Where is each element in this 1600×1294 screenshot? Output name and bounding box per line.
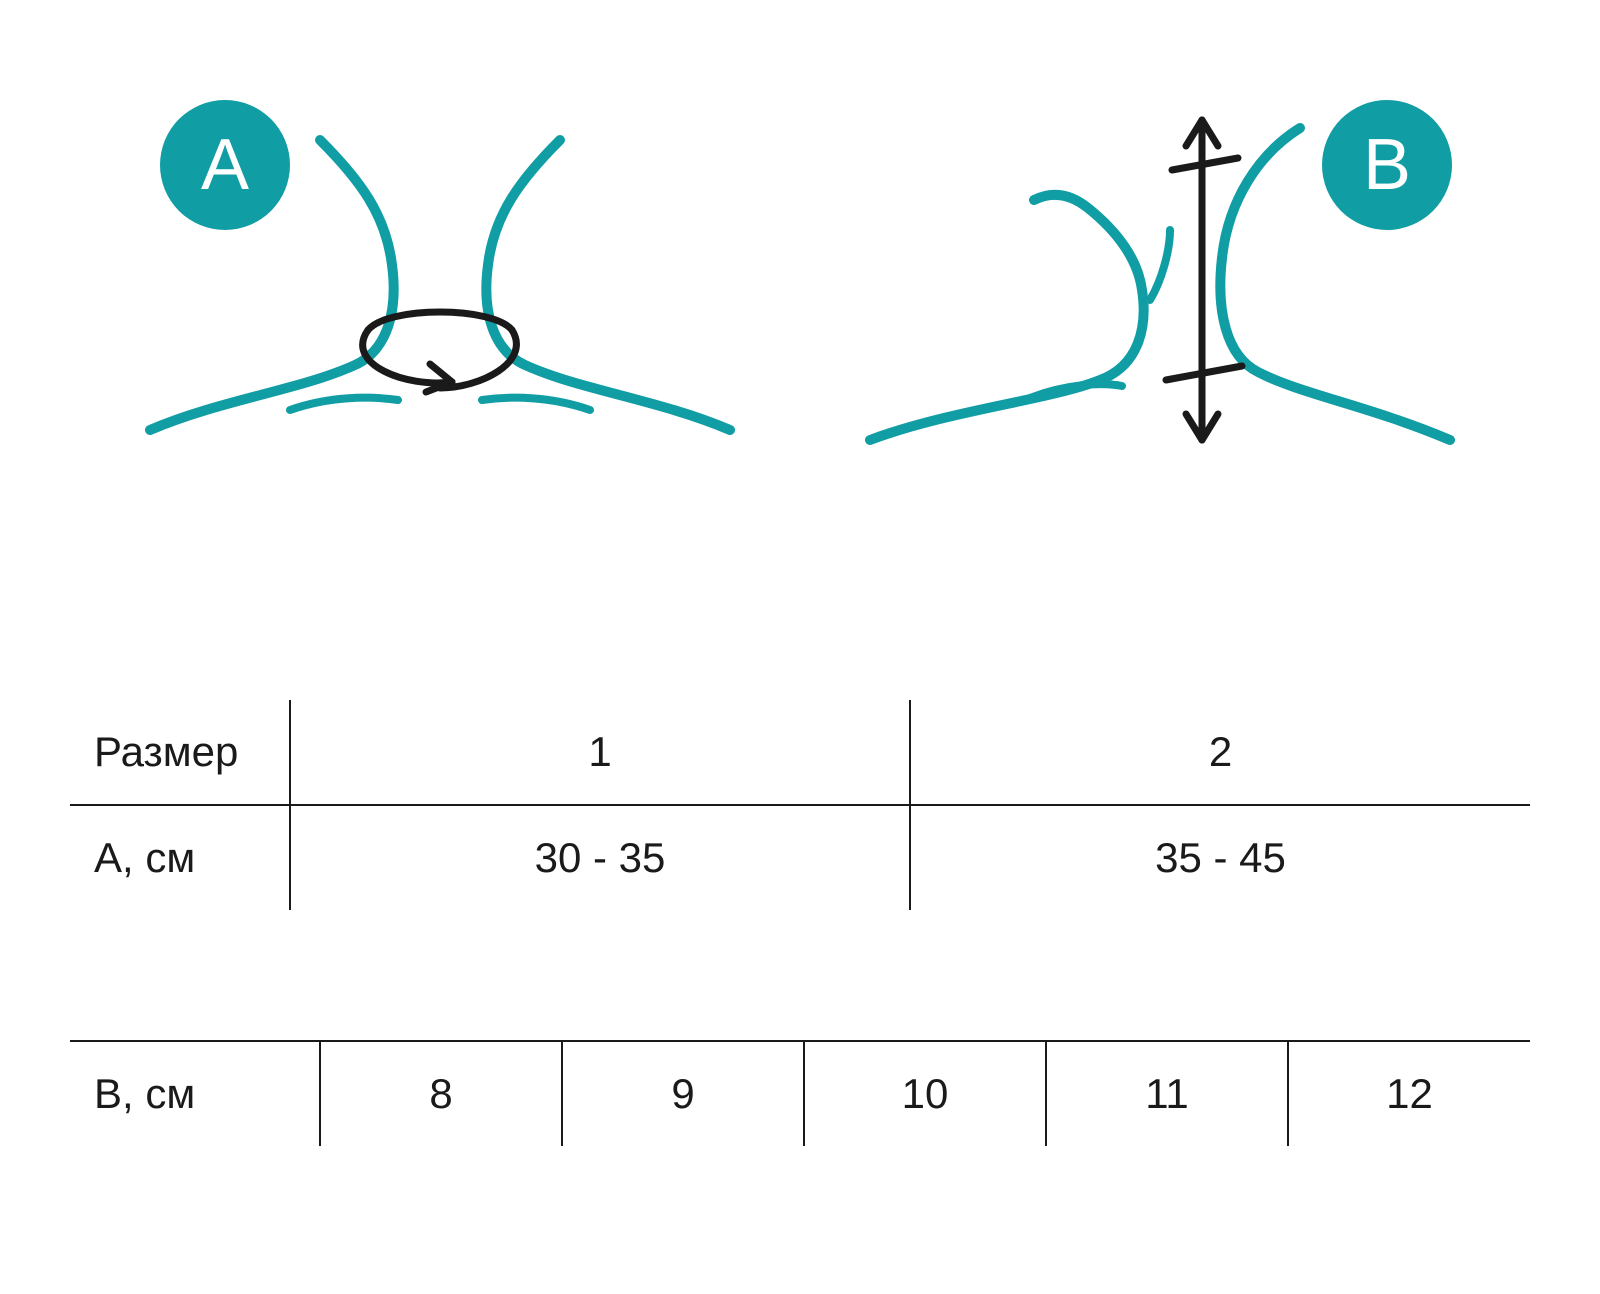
size-table-b: B, см 8 9 10 11 12 <box>70 1040 1530 1146</box>
badge-b-label: B <box>1363 124 1411 206</box>
badge-a-icon: A <box>160 100 290 230</box>
badge-b-icon: B <box>1322 100 1452 230</box>
t2-v3: 11 <box>1046 1041 1288 1146</box>
figures-row: A <box>70 80 1530 560</box>
table-row: Размер 1 2 <box>70 700 1530 805</box>
figure-b: B <box>850 80 1470 500</box>
size-table-a: Размер 1 2 A, см 30 - 35 35 - 45 <box>70 700 1530 910</box>
figure-a: A <box>130 80 750 500</box>
t1-header-label: Размер <box>70 700 290 805</box>
t1-col-1: 1 <box>290 700 910 805</box>
t2-v1: 9 <box>562 1041 804 1146</box>
tables-section: Размер 1 2 A, см 30 - 35 35 - 45 B, см 8… <box>70 700 1530 1146</box>
t1-col-2: 2 <box>910 700 1530 805</box>
badge-a-label: A <box>201 124 249 206</box>
t2-v2: 10 <box>804 1041 1046 1146</box>
t2-v0: 8 <box>320 1041 562 1146</box>
t1-values-label: A, см <box>70 805 290 910</box>
t1-val-2: 35 - 45 <box>910 805 1530 910</box>
t2-v4: 12 <box>1288 1041 1530 1146</box>
t1-val-1: 30 - 35 <box>290 805 910 910</box>
page-root: A <box>0 0 1600 1294</box>
height-arrow-icon <box>1166 120 1242 440</box>
table-row: A, см 30 - 35 35 - 45 <box>70 805 1530 910</box>
t2-label: B, см <box>70 1041 320 1146</box>
table-row: B, см 8 9 10 11 12 <box>70 1041 1530 1146</box>
